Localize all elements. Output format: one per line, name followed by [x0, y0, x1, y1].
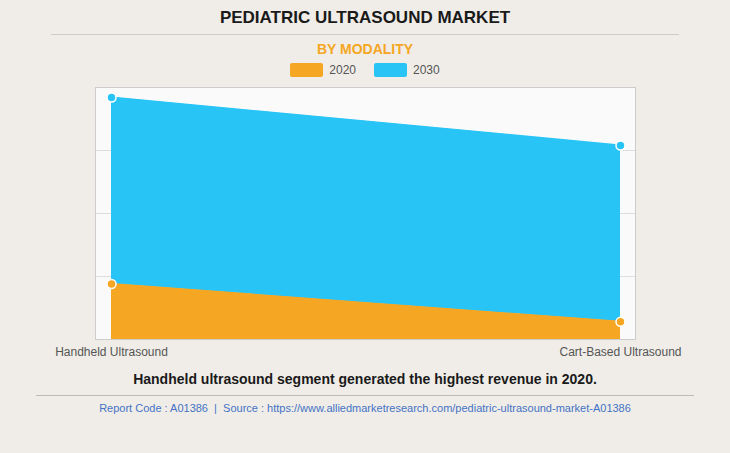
html-text:BY MODALITY: BY MODALITY: [316, 41, 414, 57]
html-text:Handheld ultrasound segment ge: Handheld ultrasound segment generated th…: [133, 371, 597, 387]
html-text:2030: 2030: [413, 63, 440, 77]
svg-text:Cart-Based Ultrasound: Cart-Based Ultrasound: [559, 345, 681, 359]
html-text:PEDIATRIC ULTRASOUND MARKET: PEDIATRIC ULTRASOUND MARKET: [219, 8, 511, 27]
html-text:Report Code : A01386 | Source: Report Code : A01386 | Source : https://…: [99, 402, 631, 414]
html-text:2020: 2020: [329, 63, 356, 77]
svg-text:Handheld Ultrasound: Handheld Ultrasound: [55, 345, 168, 359]
